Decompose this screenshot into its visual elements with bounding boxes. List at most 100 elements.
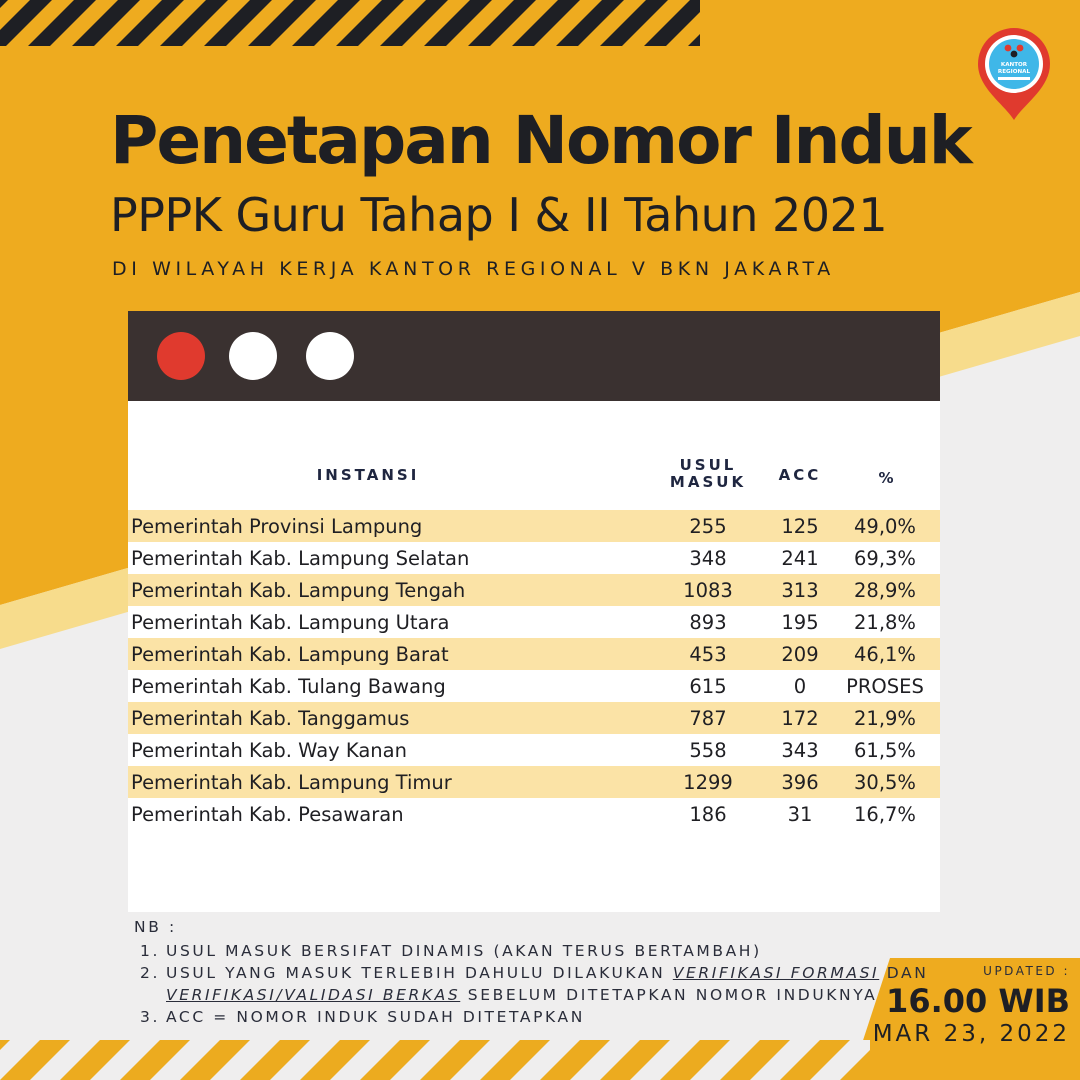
note-text: USUL MASUK BERSIFAT DINAMIS (AKAN TERUS … [166, 942, 762, 960]
hazard-stripe [556, 0, 624, 46]
cell-percent: 30,5% [854, 771, 916, 794]
svg-text:REGIONAL: REGIONAL [998, 69, 1031, 75]
hazard-stripe [424, 0, 492, 46]
hazard-stripe [360, 1040, 430, 1080]
note-number: 3. [140, 1008, 160, 1026]
note-emphasis: VERIFIKASI FORMASI [672, 964, 880, 982]
hazard-stripe [60, 1040, 130, 1080]
cell-instansi: Pemerintah Kab. Tanggamus [131, 707, 410, 730]
red-dot-icon [157, 332, 205, 380]
table-row: Pemerintah Kab. Pesawaran 186 31 16,7% [128, 798, 940, 830]
cell-acc: 209 [781, 643, 819, 666]
cell-percent: 61,5% [854, 739, 916, 762]
note-item-2: 2. USUL YANG MASUK TERLEBIH DAHULU DILAKU… [140, 962, 1080, 1006]
note-text: DAN [879, 964, 929, 982]
hazard-stripe [660, 1040, 730, 1080]
hazard-stripe [380, 0, 448, 46]
table-row: Pemerintah Kab. Lampung Utara 893 195 21… [128, 606, 940, 638]
cell-instansi: Pemerintah Kab. Lampung Utara [131, 611, 450, 634]
hazard-stripe [180, 1040, 250, 1080]
white-dot-icon [229, 332, 277, 380]
cell-usul-masuk: 787 [689, 707, 727, 730]
cell-acc: 0 [793, 675, 807, 698]
note-emphasis: VERIFIKASI/VALIDASI BERKAS [166, 986, 461, 1004]
hazard-stripe [644, 0, 700, 46]
window-title-bar [128, 311, 940, 401]
hazard-stripe [116, 0, 184, 46]
hazard-stripe [468, 0, 536, 46]
hazard-stripes-top [0, 0, 700, 46]
cell-usul-masuk: 255 [689, 515, 727, 538]
hazard-stripe [248, 0, 316, 46]
table-row: Pemerintah Kab. Tulang Bawang 615 0 PROS… [128, 670, 940, 702]
header-instansi: INSTANSI [316, 466, 420, 484]
cell-acc: 195 [781, 611, 819, 634]
cell-usul-masuk: 615 [689, 675, 727, 698]
cell-instansi: Pemerintah Kab. Lampung Timur [131, 771, 452, 794]
hazard-stripe [0, 0, 8, 8]
updated-label: UPDATED : [983, 964, 1070, 978]
hazard-stripe [480, 1040, 550, 1080]
cell-percent: PROSES [846, 675, 924, 698]
header-usul-line1: USUL [679, 456, 737, 474]
hazard-stripe [512, 0, 580, 46]
note-text: USUL YANG MASUK TERLEBIH DAHULU DILAKUKA… [166, 964, 673, 982]
hazard-stripe [540, 1040, 610, 1080]
updated-time: 16.00 WIB [886, 982, 1070, 1020]
page-subtitle: PPPK Guru Tahap I & II Tahun 2021 [110, 188, 888, 242]
kantor-regional-logo-icon: KANTOR REGIONAL [978, 28, 1050, 120]
cell-usul-masuk: 348 [689, 547, 727, 570]
cell-acc: 396 [781, 771, 819, 794]
table-row: Pemerintah Provinsi Lampung 255 125 49,0… [128, 510, 940, 542]
hazard-stripe [600, 1040, 670, 1080]
hazard-stripe [204, 0, 272, 46]
hazard-stripe [420, 1040, 490, 1080]
table-row: Pemerintah Kab. Way Kanan 558 343 61,5% [128, 734, 940, 766]
cell-usul-masuk: 558 [689, 739, 727, 762]
hazard-stripe [688, 34, 700, 46]
hazard-stripe [600, 0, 668, 46]
cell-usul-masuk: 1299 [683, 771, 733, 794]
header-usul-masuk: USUL MASUK [648, 457, 768, 491]
table-row: Pemerintah Kab. Lampung Barat 453 209 46… [128, 638, 940, 670]
cell-instansi: Pemerintah Kab. Lampung Selatan [131, 547, 470, 570]
hazard-stripe [292, 0, 360, 46]
cell-acc: 313 [781, 579, 819, 602]
hazard-stripe [240, 1040, 310, 1080]
cell-percent: 46,1% [854, 643, 916, 666]
cell-instansi: Pemerintah Kab. Tulang Bawang [131, 675, 446, 698]
table-row: Pemerintah Kab. Lampung Selatan 348 241 … [128, 542, 940, 574]
header-usul-line2: MASUK [669, 473, 747, 491]
updated-date: MAR 23, 2022 [872, 1021, 1070, 1047]
hazard-stripe [720, 1040, 790, 1080]
cell-percent: 21,8% [854, 611, 916, 634]
cell-usul-masuk: 893 [689, 611, 727, 634]
cell-instansi: Pemerintah Kab. Lampung Barat [131, 643, 449, 666]
cell-percent: 21,9% [854, 707, 916, 730]
note-text: SEBELUM DITETAPKAN NOMOR INDUKNYA [460, 986, 878, 1004]
hazard-stripe [780, 1040, 850, 1080]
note-item-3: 3. ACC = NOMOR INDUK SUDAH DITETAPKAN [140, 1006, 1080, 1028]
cell-acc: 241 [781, 547, 819, 570]
table-row: Pemerintah Kab. Tanggamus 787 172 21,9% [128, 702, 940, 734]
cell-percent: 69,3% [854, 547, 916, 570]
cell-usul-masuk: 1083 [683, 579, 733, 602]
cell-instansi: Pemerintah Kab. Pesawaran [131, 803, 404, 826]
cell-acc: 343 [781, 739, 819, 762]
header-acc: ACC [778, 466, 822, 484]
note-number: 1. [140, 942, 160, 960]
hazard-stripe [0, 0, 52, 46]
header-percent: % [878, 469, 894, 487]
cell-acc: 125 [781, 515, 819, 538]
hazard-stripe [160, 0, 228, 46]
table-body: Pemerintah Provinsi Lampung 255 125 49,0… [128, 510, 940, 830]
cell-instansi: Pemerintah Kab. Way Kanan [131, 739, 407, 762]
hazard-stripe [28, 0, 96, 46]
hazard-stripes-bottom [0, 1040, 870, 1080]
cell-acc: 31 [787, 803, 813, 826]
note-item-1: 1. USUL MASUK BERSIFAT DINAMIS (AKAN TERU… [140, 940, 1080, 962]
hazard-stripe [0, 1040, 70, 1080]
note-number: 2. [140, 964, 160, 982]
white-dot-icon [306, 332, 354, 380]
hazard-stripe [336, 0, 404, 46]
